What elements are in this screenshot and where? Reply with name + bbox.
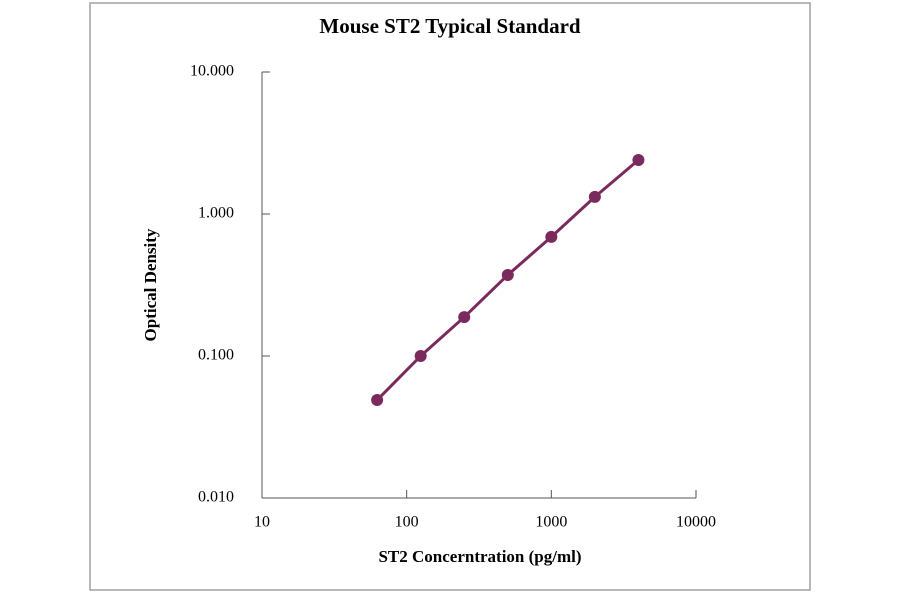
data-point — [588, 190, 601, 203]
frame — [89, 2, 811, 591]
data-point — [501, 268, 514, 281]
y-tick-label: 1.000 — [198, 205, 234, 222]
data-point — [371, 393, 384, 406]
y-axis-title: Optical Density — [141, 228, 160, 341]
data-point — [458, 311, 471, 324]
y-tick-label: 10.000 — [190, 63, 234, 80]
data-point — [545, 230, 558, 243]
x-tick-label: 10000 — [676, 514, 716, 531]
y-tick-label: 0.100 — [198, 347, 234, 364]
data-point — [632, 154, 645, 167]
chart-title: Mouse ST2 Typical Standard — [319, 14, 581, 38]
x-tick-label: 10 — [254, 514, 270, 531]
x-tick-label: 1000 — [535, 514, 567, 531]
x-axis-title: ST2 Concerntration (pg/ml) — [378, 547, 581, 566]
y-tick-label: 0.010 — [198, 489, 234, 506]
data-point — [414, 350, 427, 362]
x-tick-label: 100 — [395, 514, 419, 531]
